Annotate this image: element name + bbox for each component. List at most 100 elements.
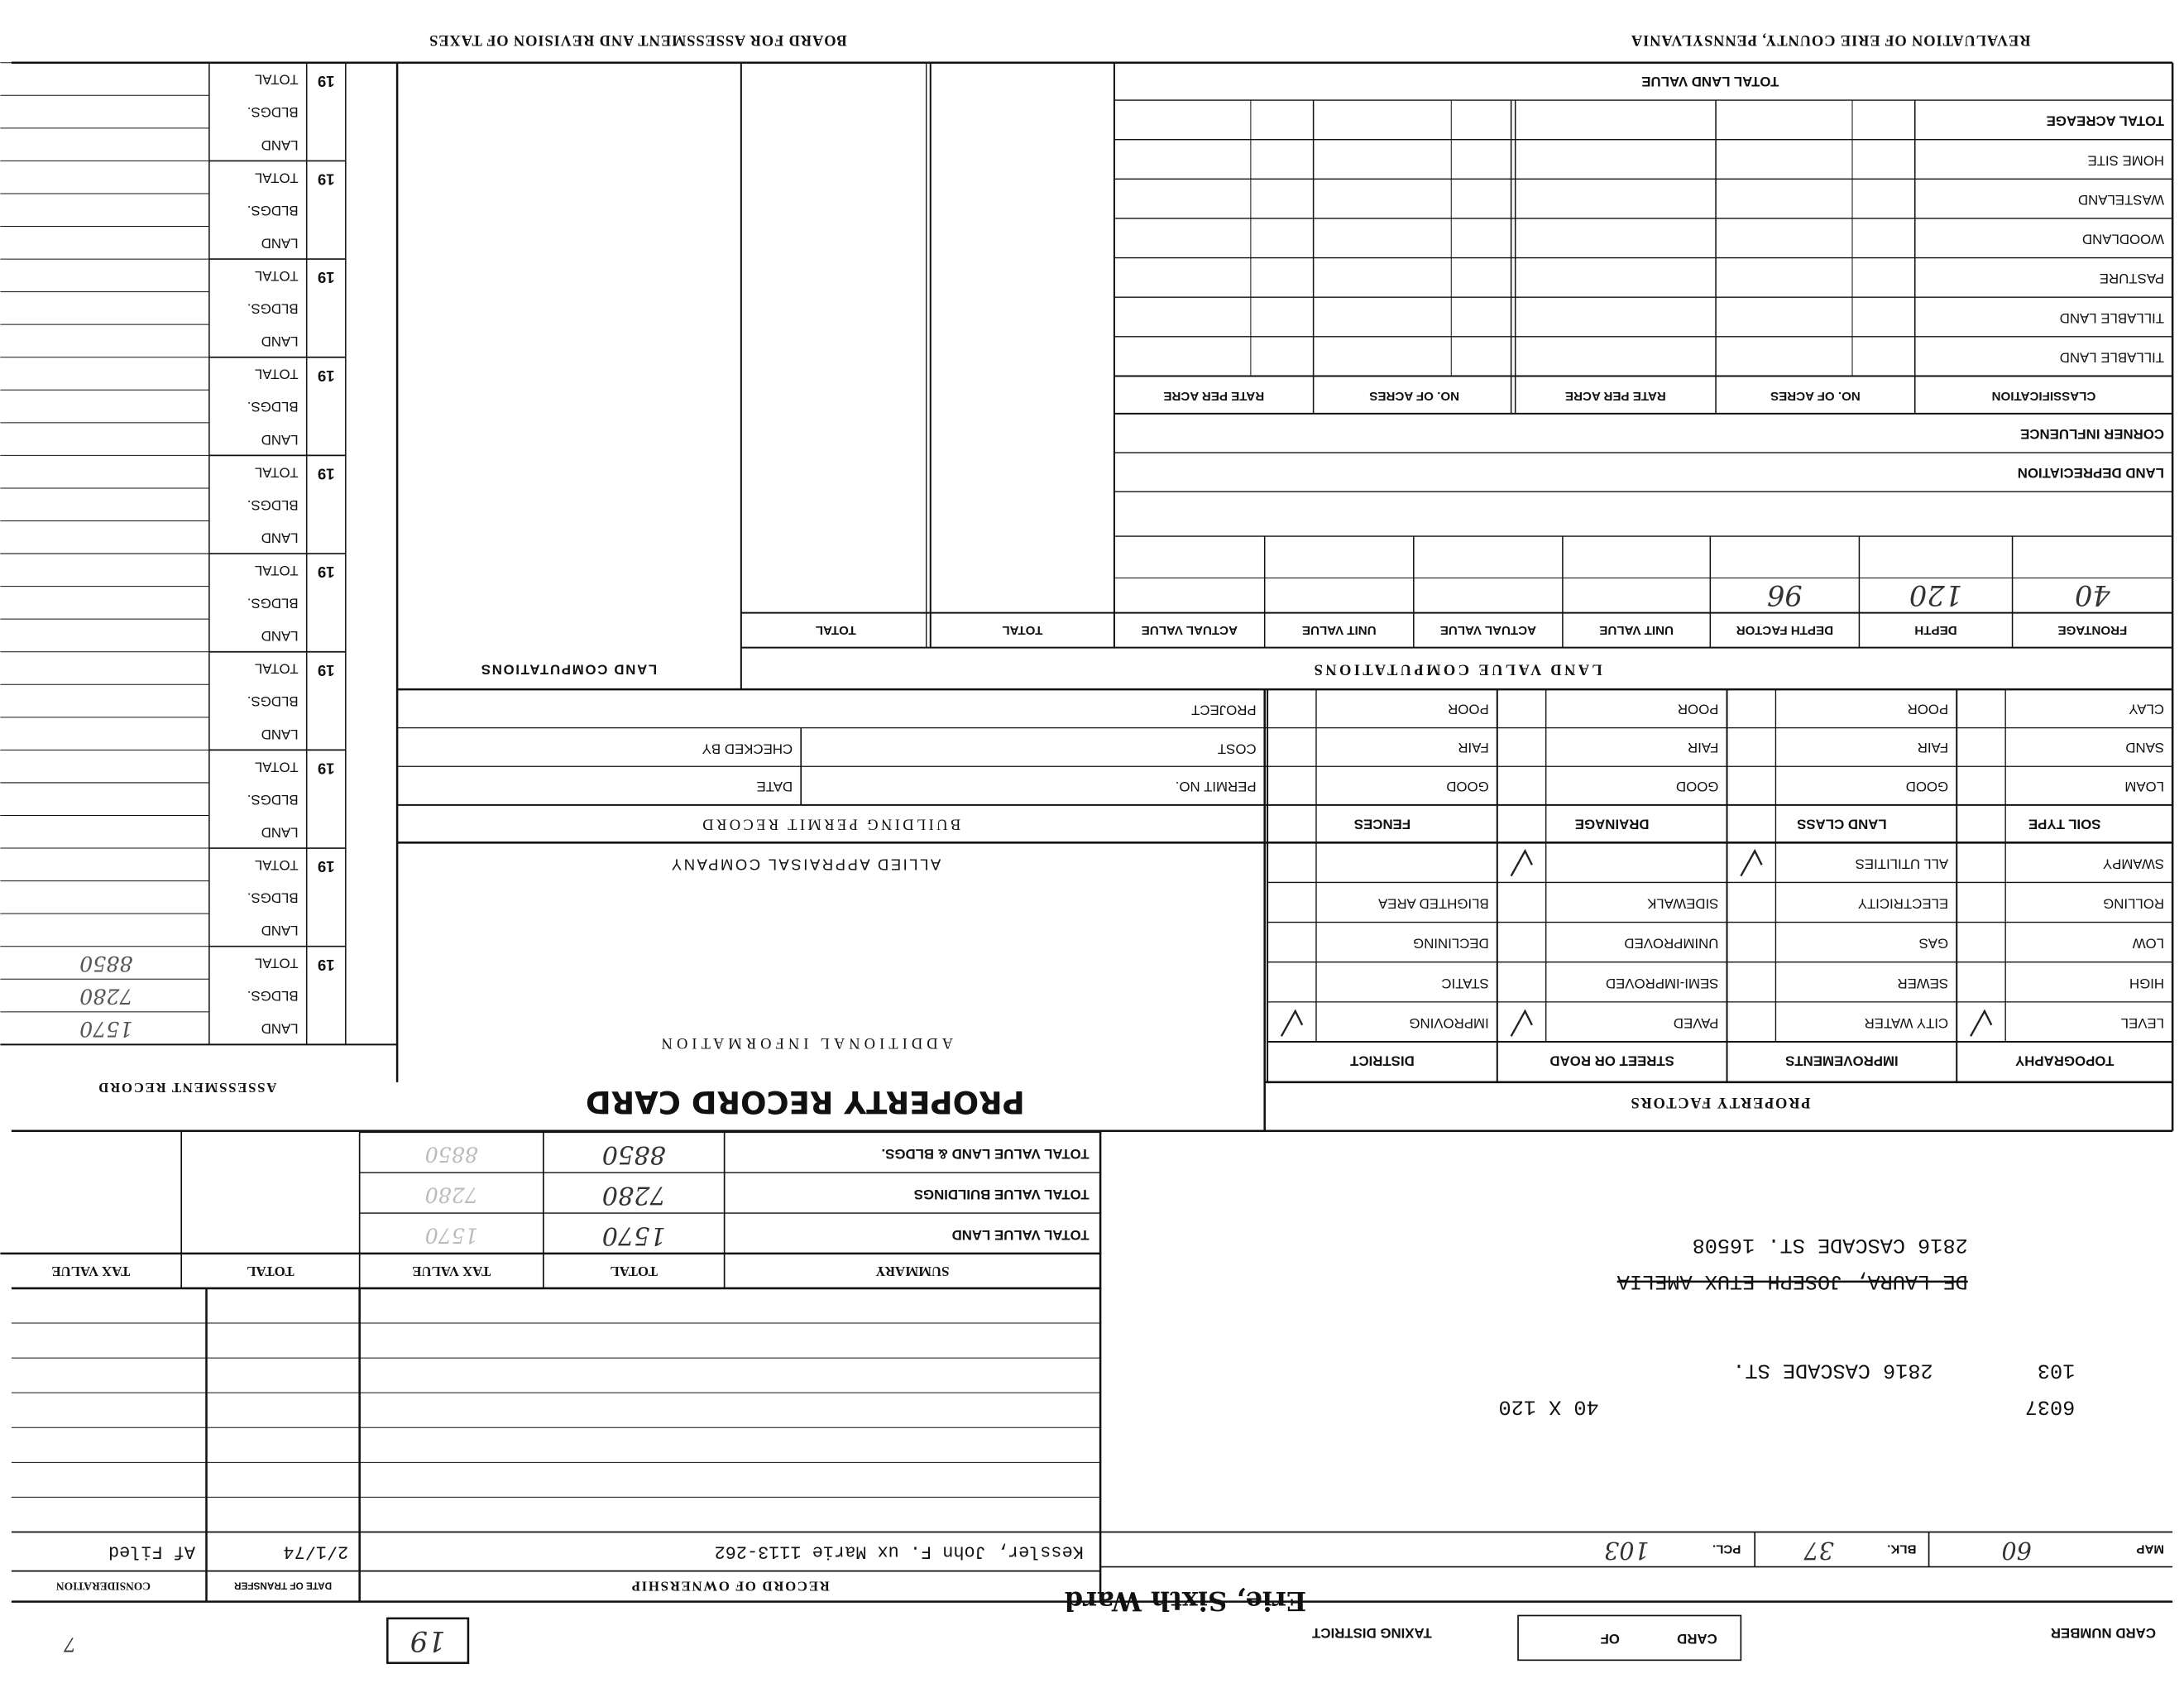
label: LAND COMPUTATIONS [480, 661, 657, 677]
label: SUMMARY [875, 1264, 949, 1279]
label: TOTAL [255, 956, 299, 971]
label: WOODLAND [2082, 232, 2164, 247]
label: GOOD [1446, 779, 1488, 794]
label: LAND [261, 530, 299, 545]
label: ELECTRICITY [1858, 896, 1948, 912]
label: ROLLING [2103, 896, 2164, 912]
label: HIGH [2129, 976, 2164, 991]
check-mark [1510, 1009, 1533, 1037]
label: TOTAL [255, 268, 299, 284]
label: TILLABLE LAND [2060, 310, 2164, 326]
label: LAND [261, 137, 299, 153]
label: TOTAL [255, 563, 299, 578]
label: PERMIT NO. [1176, 779, 1257, 794]
label: ALLIED APPRAISAL COMPANY [669, 856, 941, 874]
check-mark [1970, 1009, 1993, 1037]
label: LAND [261, 824, 299, 840]
label: TILLABLE LAND [2060, 349, 2164, 365]
label: CITY WATER [1865, 1015, 1949, 1031]
label: CARD NUMBER [2051, 1625, 2156, 1641]
label: TOTAL VALUE BUILDINGS [914, 1187, 1090, 1202]
label: TAXING DISTRICT [1311, 1625, 1431, 1641]
label: 1570 [79, 1017, 132, 1041]
label: NO. OF ACRES [1369, 389, 1459, 403]
label: SIDEWALK [1646, 896, 1718, 912]
label: LAND [261, 333, 299, 349]
check-mark [1740, 848, 1763, 877]
label: 2/1/74 [283, 1541, 348, 1561]
label: TOTAL [1002, 623, 1042, 637]
label: MAP [2136, 1542, 2164, 1556]
label: 2816 CASCADE ST. 16508 [1693, 1233, 1968, 1257]
label: 7280 [602, 1180, 666, 1209]
label: 19 [410, 1625, 446, 1657]
label: RATE PER ACRE [1163, 389, 1264, 403]
label: 120 [1909, 579, 1962, 611]
label: ACTUAL VALUE [1440, 623, 1536, 637]
label: CONSIDERATION [56, 1580, 151, 1592]
label: BUILDING PERMIT RECORD [700, 816, 960, 832]
label: SEMI-IMPROVED [1606, 976, 1719, 991]
label: TOTAL [255, 759, 299, 774]
label: BLDGS. [247, 988, 299, 1004]
label: BLDGS. [247, 399, 299, 415]
label: CLAY [2129, 702, 2164, 717]
label: 1570 [602, 1220, 666, 1249]
label: 8850 [79, 952, 132, 976]
label: DISTRICT [1349, 1053, 1414, 1068]
box [386, 1617, 470, 1664]
label: REVALUATION OF ERIE COUNTY, PENNSYLVANIA [1631, 31, 2030, 48]
label: 19 [318, 957, 335, 974]
label: ALL UTILITIES [1856, 856, 1949, 871]
label: 8850 [425, 1143, 478, 1167]
label: LAND [261, 628, 299, 644]
label: 19 [318, 171, 335, 189]
check-mark [1280, 1009, 1304, 1037]
label: POOR [1678, 702, 1719, 717]
label: COST [1218, 741, 1257, 756]
label: TAX VALUE [412, 1264, 491, 1279]
label: 19 [318, 367, 335, 385]
label: LOW [2133, 936, 2164, 952]
label: ACTUAL VALUE [1142, 623, 1238, 637]
label: PROPERTY RECORD CARD [586, 1084, 1025, 1120]
label: CORNER INFLUENCE [2020, 426, 2164, 442]
label: TOTAL [816, 623, 856, 637]
label: 60 [2001, 1537, 2031, 1565]
label: PAVED [1674, 1015, 1719, 1031]
label: CARD [1677, 1631, 1717, 1647]
label: GOOD [1676, 779, 1718, 794]
label: TOTAL [255, 72, 299, 88]
label: 19 [318, 858, 335, 875]
label: 40 [2075, 579, 2111, 611]
label: IMPROVEMENTS [1785, 1053, 1899, 1068]
label: LAND [261, 923, 299, 938]
label: WASTELAND [2078, 192, 2164, 208]
label: FAIR [1458, 740, 1488, 755]
label: DEPTH [1914, 623, 1956, 637]
label: POOR [1448, 702, 1489, 717]
label: TOTAL [255, 170, 299, 185]
label: TOTAL VALUE LAND [952, 1227, 1090, 1243]
label: 19 [318, 269, 335, 286]
label: 19 [318, 563, 335, 581]
label: PROJECT [1191, 702, 1257, 717]
label: LOAM [2124, 779, 2164, 794]
label: FAIR [1688, 740, 1718, 755]
label: BLDGS. [247, 890, 299, 906]
label: FRONTAGE [2057, 623, 2127, 637]
label: LAND VALUE COMPUTATIONS [1311, 661, 1602, 678]
label: TOTAL [611, 1264, 658, 1279]
label: NO. OF ACRES [1770, 389, 1861, 403]
label: BLDGS. [247, 497, 299, 513]
label: CLASSIFICATION [1992, 389, 2096, 403]
label: 7280 [79, 985, 132, 1009]
label: SWAMPY [2103, 856, 2164, 871]
label: 19 [318, 662, 335, 679]
label: TOTAL [247, 1264, 294, 1279]
label: DE LAURA, JOSEPH ETUX AMELIA [1616, 1269, 1968, 1293]
label: TOTAL ACREAGE [2047, 113, 2164, 129]
